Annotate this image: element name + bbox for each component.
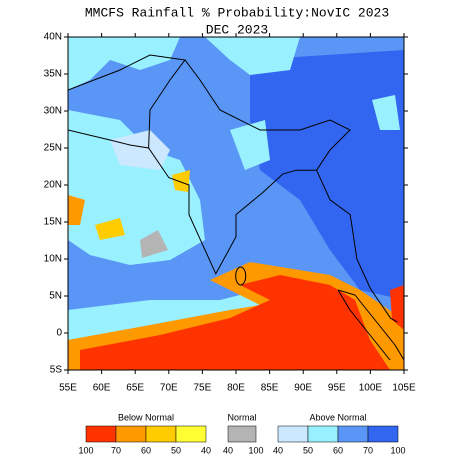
lat-tick-label: 25N xyxy=(44,143,62,154)
lon-tick-label: 75E xyxy=(194,383,212,394)
lon-tick-label: 85E xyxy=(261,383,279,394)
legend-tick-label: 70 xyxy=(111,445,121,455)
legend-tick-label: 40 xyxy=(273,445,283,455)
lon-tick-label: 70E xyxy=(160,383,178,394)
legend: Below Normal 100 70 60 50 40 Normal 40 100 Above … xyxy=(78,412,405,455)
title: MMCFS Rainfall % Probability:NovIC 2023 xyxy=(85,5,389,20)
legend-group-label: Normal xyxy=(227,412,256,422)
legend-swatch xyxy=(307,425,339,443)
legend-tick-label: 40 xyxy=(201,445,211,455)
legend-swatch xyxy=(115,425,147,443)
legend-tick-label: 60 xyxy=(141,445,151,455)
legend-swatch xyxy=(227,425,257,443)
legend-tick-label: 50 xyxy=(171,445,181,455)
legend-group-label: Below Normal xyxy=(118,412,174,422)
legend-tick-label: 60 xyxy=(333,445,343,455)
subtitle: DEC 2023 xyxy=(206,22,268,37)
legend-tick-label: 100 xyxy=(78,445,93,455)
axis-ticks: 40N 35N 30N 25N 20N 15N 10N 5N 0 5S 55E 60E 65E 70E 75… xyxy=(44,32,416,394)
map-field xyxy=(68,37,404,370)
lon-tick-label: 55E xyxy=(59,383,77,394)
lat-tick-label: 30N xyxy=(44,106,62,117)
lat-tick-label: 5N xyxy=(49,291,62,302)
legend-swatch xyxy=(337,425,369,443)
legend-group-label: Above Normal xyxy=(309,412,366,422)
lon-tick-label: 95E xyxy=(328,383,346,394)
lon-tick-label: 100E xyxy=(359,383,383,394)
legend-swatch xyxy=(175,425,207,443)
legend-swatch xyxy=(145,425,177,443)
lon-tick-label: 90E xyxy=(294,383,312,394)
legend-swatch xyxy=(367,425,399,443)
legend-tick-label: 50 xyxy=(303,445,313,455)
lat-tick-label: 20N xyxy=(44,180,62,191)
legend-tick-label: 100 xyxy=(248,445,263,455)
lat-tick-label: 40N xyxy=(44,32,62,43)
legend-tick-label: 70 xyxy=(363,445,373,455)
lat-tick-label: 15N xyxy=(44,217,62,228)
lon-tick-label: 60E xyxy=(93,383,111,394)
legend-swatch xyxy=(85,425,117,443)
legend-tick-label: 40 xyxy=(223,445,233,455)
lon-tick-label: 105E xyxy=(392,383,416,394)
lat-tick-label: 0 xyxy=(56,328,62,339)
lat-tick-label: 10N xyxy=(44,254,62,265)
lat-tick-label: 5S xyxy=(50,365,63,376)
legend-tick-label: 100 xyxy=(390,445,405,455)
legend-swatch xyxy=(277,425,309,443)
lon-tick-label: 65E xyxy=(126,383,144,394)
lon-tick-label: 80E xyxy=(227,383,245,394)
lat-tick-label: 35N xyxy=(44,69,62,80)
